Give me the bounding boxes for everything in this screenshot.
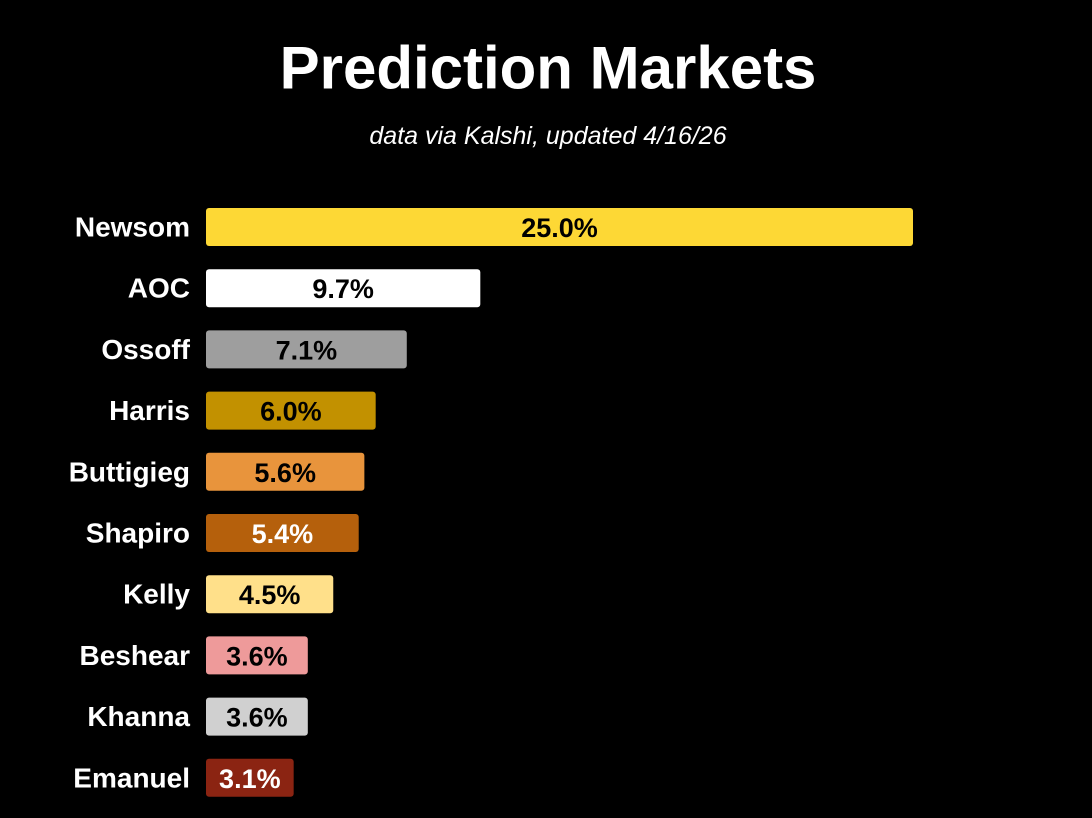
value-label: 3.1% xyxy=(219,764,281,794)
category-label: AOC xyxy=(128,273,190,304)
value-label: 7.1% xyxy=(276,335,338,365)
value-label: 5.6% xyxy=(254,458,316,488)
bar xyxy=(206,514,359,552)
value-label: 9.7% xyxy=(312,274,374,304)
value-label: 4.5% xyxy=(239,580,301,610)
category-label: Ossoff xyxy=(101,334,190,365)
category-label: Harris xyxy=(109,395,190,426)
value-label: 6.0% xyxy=(260,397,322,427)
category-label: Buttigieg xyxy=(69,456,190,487)
bar xyxy=(206,208,913,246)
category-label: Beshear xyxy=(79,640,190,671)
value-label: 5.4% xyxy=(252,519,314,549)
chart-title: Prediction Markets xyxy=(280,35,817,102)
bar xyxy=(206,758,294,797)
bar xyxy=(206,697,308,736)
bar xyxy=(206,575,334,614)
bar xyxy=(206,391,376,430)
bar xyxy=(206,269,481,308)
category-label: Emanuel xyxy=(73,762,190,793)
value-label: 3.6% xyxy=(226,641,288,671)
category-label: Newsom xyxy=(75,212,190,243)
category-label: Kelly xyxy=(123,579,190,610)
value-label: 3.6% xyxy=(226,703,288,733)
category-label: Shapiro xyxy=(86,518,190,549)
category-label: Khanna xyxy=(87,701,190,732)
value-label: 25.0% xyxy=(521,213,598,243)
bar xyxy=(206,330,407,369)
bar xyxy=(206,636,308,675)
chart-subtitle: data via Kalshi, updated 4/16/26 xyxy=(369,122,726,150)
bar xyxy=(206,452,365,491)
